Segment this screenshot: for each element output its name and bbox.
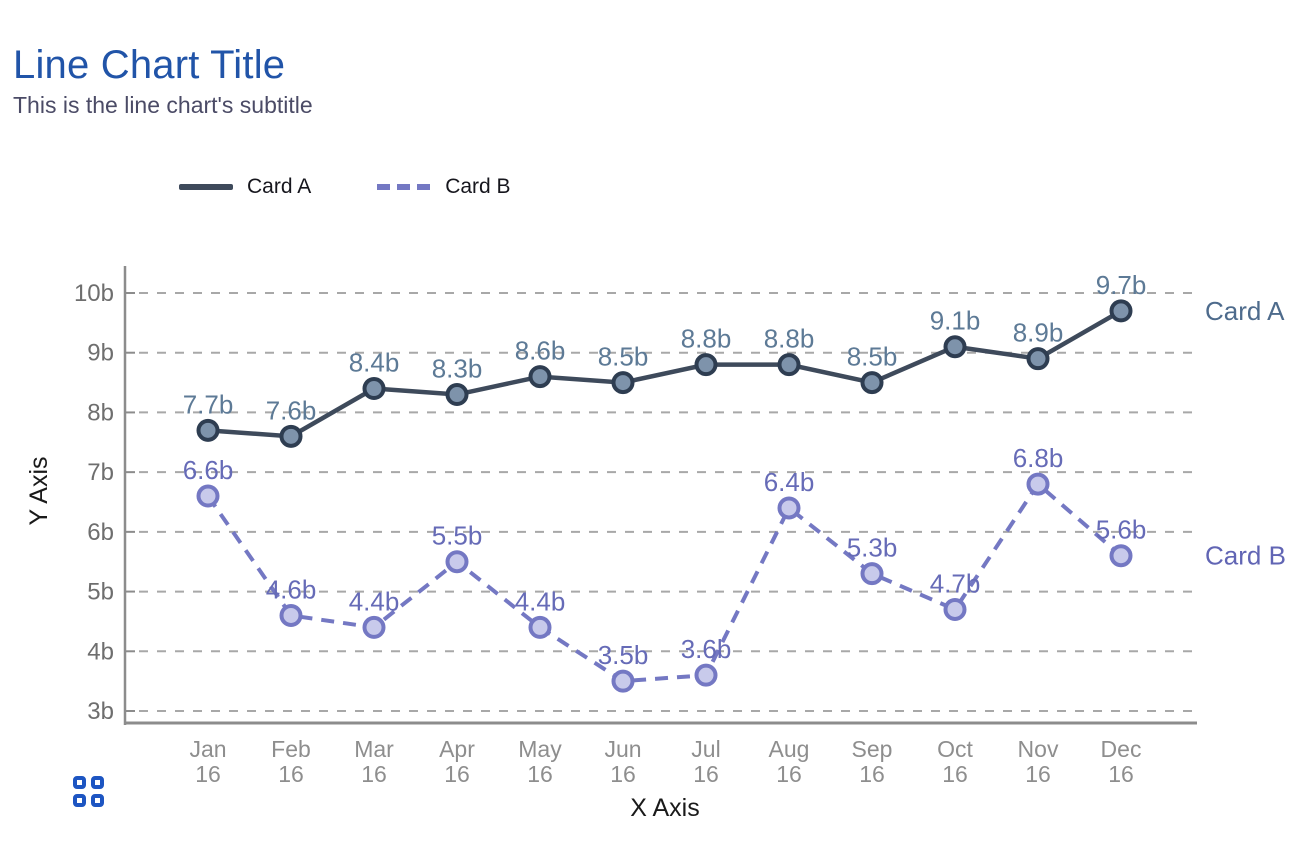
x-tick-label-month: Feb [271, 736, 311, 762]
data-point-card-a-nov-16[interactable] [1026, 347, 1050, 371]
data-point-card-b-dec-16[interactable] [1109, 544, 1133, 568]
data-point-card-b-apr-16[interactable] [445, 550, 469, 574]
x-tick-label-year: 16 [610, 761, 636, 787]
x-tick-label-month: Jun [604, 736, 641, 762]
data-point-card-a-jul-16[interactable] [694, 353, 718, 377]
x-tick-label-year: 16 [195, 761, 221, 787]
legend-label-card-a: Card A [247, 175, 312, 198]
series-line-card-a [207, 308, 1123, 439]
x-tick-label-year: 16 [776, 761, 802, 787]
x-tick-label-year: 16 [1025, 761, 1051, 787]
data-point-card-b-jul-16[interactable] [694, 663, 718, 687]
data-label-card-a: 8.5b [847, 342, 898, 372]
x-tick-label-month: May [518, 736, 562, 762]
data-label-card-a: 7.6b [266, 395, 317, 425]
x-tick-label-year: 16 [527, 761, 553, 787]
data-point-card-a-dec-16[interactable] [1109, 299, 1133, 323]
data-point-card-b-aug-16[interactable] [777, 496, 801, 520]
data-label-card-a: 8.8b [681, 324, 732, 354]
legend-item-card-a[interactable]: Card A [179, 175, 311, 199]
x-tick-label-year: 16 [1108, 761, 1134, 787]
x-tick-label-month: Oct [937, 736, 973, 762]
x-tick-label-year: 16 [278, 761, 304, 787]
data-point-card-a-sep-16[interactable] [860, 371, 884, 395]
legend-label-card-b: Card B [445, 175, 511, 198]
data-label-card-a: 8.6b [515, 336, 566, 366]
data-point-card-a-apr-16[interactable] [445, 383, 469, 407]
x-tick-label-month: Apr [439, 736, 475, 762]
grid-icon[interactable] [73, 776, 104, 807]
data-point-card-b-sep-16[interactable] [860, 562, 884, 586]
data-point-card-b-nov-16[interactable] [1026, 472, 1050, 496]
data-label-card-b: 4.7b [930, 568, 981, 598]
series-end-label-card-b: Card B [1205, 541, 1286, 571]
y-tick-label: 8b [87, 399, 114, 426]
data-label-card-b: 5.6b [1096, 515, 1147, 545]
data-point-card-a-feb-16[interactable] [279, 424, 303, 448]
y-tick-label: 10b [74, 280, 114, 307]
data-label-card-b: 6.8b [1013, 443, 1064, 473]
data-label-card-a: 8.5b [598, 342, 649, 372]
x-tick-label-month: Nov [1018, 736, 1059, 762]
data-label-card-b: 5.5b [432, 521, 483, 551]
x-tick-label-year: 16 [444, 761, 470, 787]
data-label-card-b: 4.6b [266, 574, 317, 604]
y-axis-title: Y Axis [25, 456, 53, 525]
x-tick-label-year: 16 [942, 761, 968, 787]
y-tick-label: 9b [87, 340, 114, 367]
x-tick-label-month: Mar [354, 736, 394, 762]
x-tick-label-month: Jan [189, 736, 226, 762]
x-tick-label-year: 16 [859, 761, 885, 787]
series-end-label-card-a: Card A [1205, 296, 1285, 326]
data-label-card-a: 9.7b [1096, 270, 1147, 300]
data-label-card-a: 8.4b [349, 348, 400, 378]
data-label-card-b: 3.6b [681, 634, 732, 664]
data-point-card-a-may-16[interactable] [528, 365, 552, 389]
data-label-card-b: 3.5b [598, 640, 649, 670]
y-tick-label: 5b [87, 579, 114, 606]
page-title: Line Chart Title [13, 42, 286, 87]
x-tick-label-month: Jul [691, 736, 720, 762]
data-point-card-a-mar-16[interactable] [362, 377, 386, 401]
data-point-card-a-oct-16[interactable] [943, 335, 967, 359]
data-label-card-b: 6.4b [764, 467, 815, 497]
data-label-card-b: 4.4b [349, 586, 400, 616]
data-label-card-a: 8.9b [1013, 318, 1064, 348]
data-point-card-b-feb-16[interactable] [279, 603, 303, 627]
data-point-card-b-oct-16[interactable] [943, 597, 967, 621]
data-label-card-a: 8.8b [764, 324, 815, 354]
x-tick-label-month: Sep [852, 736, 893, 762]
legend-item-card-b[interactable]: Card B [377, 175, 511, 199]
data-label-card-a: 7.7b [183, 389, 234, 419]
y-tick-label: 3b [87, 698, 114, 725]
x-tick-label-year: 16 [361, 761, 387, 787]
data-label-card-a: 8.3b [432, 354, 483, 384]
data-point-card-a-jan-16[interactable] [196, 418, 220, 442]
card-b-line-swatch [377, 184, 432, 190]
data-label-card-a: 9.1b [930, 306, 981, 336]
data-point-card-b-jun-16[interactable] [611, 669, 635, 693]
x-tick-label-month: Dec [1101, 736, 1142, 762]
data-label-card-b: 5.3b [847, 533, 898, 563]
data-point-card-a-aug-16[interactable] [777, 353, 801, 377]
x-axis-title: X Axis [630, 794, 699, 822]
y-tick-label: 6b [87, 519, 114, 546]
data-point-card-b-mar-16[interactable] [362, 615, 386, 639]
data-label-card-b: 6.6b [183, 455, 234, 485]
data-point-card-a-jun-16[interactable] [611, 371, 635, 395]
series-line-card-b [206, 481, 1123, 684]
chart-legend: Card A Card B [179, 172, 511, 202]
data-point-card-b-jan-16[interactable] [196, 484, 220, 508]
page-subtitle: This is the line chart's subtitle [13, 92, 313, 118]
data-point-card-b-may-16[interactable] [528, 615, 552, 639]
y-tick-label: 4b [87, 638, 114, 665]
x-tick-label-month: Aug [769, 736, 810, 762]
card-a-line-swatch [179, 184, 233, 190]
x-tick-label-year: 16 [693, 761, 719, 787]
y-tick-label: 7b [87, 459, 114, 486]
data-label-card-b: 4.4b [515, 586, 566, 616]
